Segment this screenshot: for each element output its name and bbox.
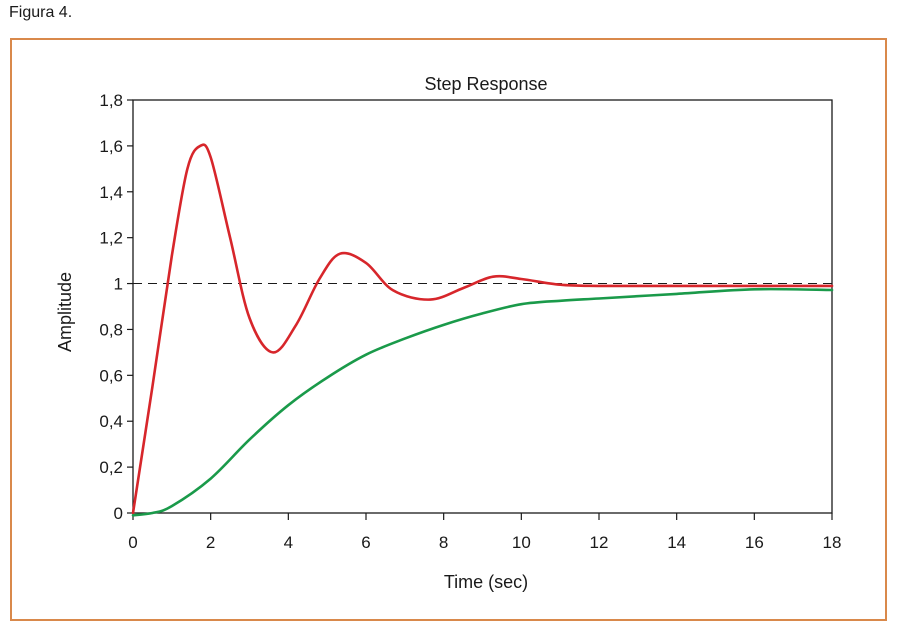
x-tick-label: 16 xyxy=(745,533,764,552)
y-tick-label: 0,8 xyxy=(99,320,123,339)
x-tick-label: 10 xyxy=(512,533,531,552)
figure-caption: Figura 4. xyxy=(9,4,73,21)
x-tick-label: 4 xyxy=(284,533,293,552)
y-axis-label: Amplitude xyxy=(55,272,75,352)
chart-title: Step Response xyxy=(424,74,547,94)
y-tick-label: 0,6 xyxy=(99,366,123,385)
x-tick-label: 12 xyxy=(590,533,609,552)
y-tick-label: 1,8 xyxy=(99,91,123,110)
y-tick-label: 1,2 xyxy=(99,229,123,248)
series-line-overdamped xyxy=(131,287,834,517)
x-tick-label: 0 xyxy=(128,533,137,552)
x-tick-label: 6 xyxy=(361,533,370,552)
y-tick-label: 1 xyxy=(114,275,123,294)
y-tick-label: 0,4 xyxy=(99,412,123,431)
series-line-underdamped xyxy=(131,143,834,515)
x-tick-label: 8 xyxy=(439,533,448,552)
x-axis-label: Time (sec) xyxy=(444,572,528,592)
x-tick-label: 2 xyxy=(206,533,215,552)
y-tick-label: 1,6 xyxy=(99,137,123,156)
y-tick-label: 0 xyxy=(114,504,123,523)
x-tick-label: 14 xyxy=(667,533,686,552)
plot-area-frame xyxy=(132,99,833,514)
y-tick-label: 0,2 xyxy=(99,458,123,477)
figure-frame xyxy=(10,38,887,621)
x-tick-label: 18 xyxy=(823,533,842,552)
y-tick-label: 1,4 xyxy=(99,183,123,202)
